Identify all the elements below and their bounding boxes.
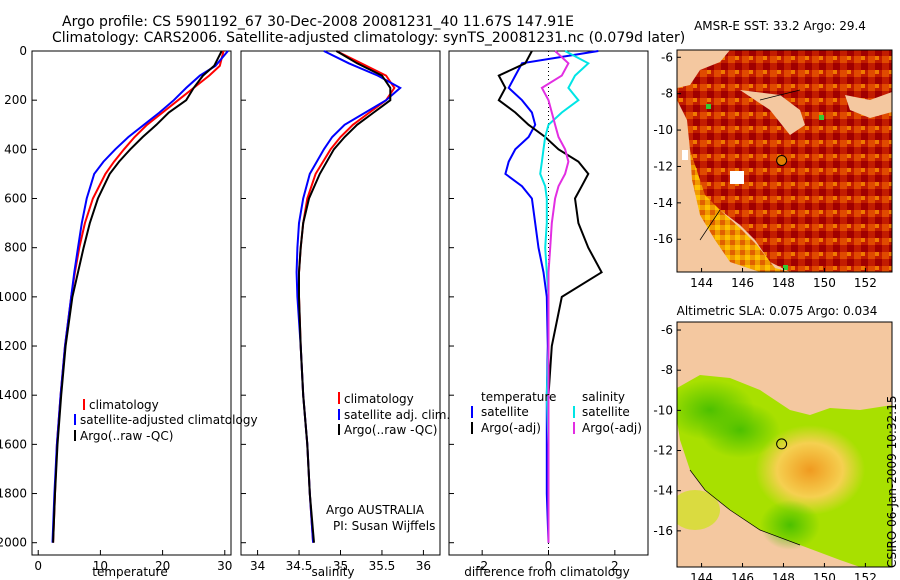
x-tick-label: 0 bbox=[545, 559, 553, 573]
sst-map-title: AMSR-E SST: 33.2 Argo: 29.4 bbox=[694, 19, 866, 33]
x-tick-label: 2 bbox=[611, 559, 619, 573]
legend-climatology: climatology bbox=[344, 392, 414, 406]
title-line-2: Climatology: CARS2006. Satellite-adjuste… bbox=[52, 30, 685, 46]
x-tick-label: 34.5 bbox=[286, 559, 313, 573]
map-x-tick-label: 152 bbox=[854, 276, 877, 290]
credit-argo-australia: Argo AUSTRALIA bbox=[326, 503, 425, 517]
map-x-tick-label: 148 bbox=[772, 276, 795, 290]
difference-legend: temperature salinity satellite Argo(-adj… bbox=[471, 390, 642, 435]
series-salinity-argo-adj- bbox=[540, 50, 570, 543]
map-y-tick-label: -14 bbox=[653, 196, 673, 210]
legend-satellite-adj-clim: satellite adj. clim. bbox=[344, 408, 450, 422]
temperature-xlabel: temperature bbox=[92, 565, 167, 579]
map-y-tick-label: -16 bbox=[653, 232, 673, 246]
map-y-tick-label: -12 bbox=[653, 159, 673, 173]
sst-map-axes bbox=[676, 49, 893, 273]
series-climatology bbox=[52, 50, 225, 543]
series-satellite-adj-clim- bbox=[295, 50, 402, 543]
map-y-tick-label: -8 bbox=[661, 87, 673, 101]
legend-sal-argo-adj: Argo(-adj) bbox=[582, 421, 642, 435]
difference-panel: -2 0 2 difference from climatology tempera… bbox=[448, 50, 649, 579]
salinity-legend: climatology satellite adj. clim. Argo(..… bbox=[338, 392, 450, 437]
x-tick-label: 10 bbox=[93, 559, 108, 573]
sst-map: AMSR-E SST: 33.2 Argo: 29.4 144 146 148 150… bbox=[653, 19, 893, 290]
y-tick-label: 1200 bbox=[0, 339, 27, 353]
series-satellite-adjusted-climatology bbox=[51, 50, 229, 543]
x-tick-label: 0 bbox=[34, 559, 42, 573]
y-tick-label: 0 bbox=[19, 44, 27, 58]
x-tick-label: 20 bbox=[155, 559, 170, 573]
x-tick-label: 34 bbox=[250, 559, 265, 573]
credit-pi: PI: Susan Wijffels bbox=[333, 519, 435, 533]
map-x-tick-label: 144 bbox=[690, 276, 713, 290]
map-x-tick-label: 144 bbox=[690, 571, 713, 580]
x-tick-label: -2 bbox=[476, 559, 488, 573]
map-y-tick-label: -10 bbox=[653, 123, 673, 137]
map-y-tick-label: -8 bbox=[661, 363, 673, 377]
y-tick-label: 2000 bbox=[0, 536, 27, 550]
x-tick-label: 35 bbox=[333, 559, 348, 573]
y-tick-label: 1400 bbox=[0, 388, 27, 402]
map-y-tick-label: -10 bbox=[653, 403, 673, 417]
title-line-1: Argo profile: CS 5901192_67 30-Dec-2008 … bbox=[62, 14, 574, 30]
legend-argo-raw: Argo(..raw -QC) bbox=[80, 429, 173, 443]
sla-map-title: Altimetric SLA: 0.075 Argo: 0.034 bbox=[677, 304, 878, 318]
temperature-panel: 0 10 20 30 0 200 400 600 800 1000 1200 1400 1600 1800… bbox=[0, 44, 258, 579]
map-x-tick-label: 146 bbox=[731, 571, 754, 580]
y-tick-label: 1600 bbox=[0, 437, 27, 451]
x-tick-label: 35.5 bbox=[369, 559, 396, 573]
legend-climatology: climatology bbox=[89, 398, 159, 412]
temperature-axes bbox=[31, 50, 232, 556]
timestamp: CSIRO 06-Jan-2009 10:32:15 bbox=[885, 396, 899, 568]
series-argo-raw-qc- bbox=[298, 50, 392, 543]
series-argo-raw-qc- bbox=[52, 50, 223, 543]
map-x-tick-label: 150 bbox=[813, 276, 836, 290]
salinity-xlabel: salinity bbox=[311, 565, 354, 579]
salinity-axes bbox=[240, 50, 441, 556]
legend-temp-satellite: satellite bbox=[481, 405, 529, 419]
map-x-tick-label: 150 bbox=[813, 571, 836, 580]
legend-sal-satellite: satellite bbox=[582, 405, 630, 419]
map-x-tick-label: 148 bbox=[772, 571, 795, 580]
legend-satellite-adjusted: satellite-adjusted climatology bbox=[80, 413, 258, 427]
legend-argo-raw: Argo(..raw -QC) bbox=[344, 423, 437, 437]
sla-map-axes bbox=[676, 321, 893, 568]
legend-header-temperature: temperature bbox=[481, 390, 556, 404]
map-y-tick-label: -6 bbox=[661, 50, 673, 64]
y-tick-label: 400 bbox=[4, 142, 27, 156]
map-y-tick-label: -12 bbox=[653, 444, 673, 458]
map-y-tick-label: -6 bbox=[661, 323, 673, 337]
y-tick-label: 800 bbox=[4, 241, 27, 255]
map-x-tick-label: 146 bbox=[731, 276, 754, 290]
map-x-tick-label: 152 bbox=[854, 571, 877, 580]
map-y-tick-label: -14 bbox=[653, 484, 673, 498]
argo-position-marker bbox=[776, 154, 788, 166]
x-tick-label: 36 bbox=[416, 559, 431, 573]
y-tick-label: 1000 bbox=[0, 290, 27, 304]
salinity-panel: 34 34.5 35 35.5 36 salinity climatology sate… bbox=[240, 50, 450, 579]
difference-xlabel: difference from climatology bbox=[464, 565, 630, 579]
x-tick-label: 30 bbox=[217, 559, 232, 573]
argo-position-marker bbox=[776, 438, 788, 450]
y-tick-label: 600 bbox=[4, 192, 27, 206]
series-climatology bbox=[298, 50, 396, 543]
series-temperature-argo-adj- bbox=[497, 50, 603, 543]
sla-map: Altimetric SLA: 0.075 Argo: 0.034 144 146… bbox=[653, 304, 893, 580]
y-tick-label: 200 bbox=[4, 93, 27, 107]
series-temperature-satellite bbox=[504, 50, 599, 543]
legend-temp-argo-adj: Argo(-adj) bbox=[481, 421, 541, 435]
y-tick-label: 1800 bbox=[0, 487, 27, 501]
map-y-tick-label: -16 bbox=[653, 524, 673, 538]
legend-header-salinity: salinity bbox=[582, 390, 625, 404]
temperature-legend: climatology satellite-adjusted climatolo… bbox=[74, 398, 258, 443]
